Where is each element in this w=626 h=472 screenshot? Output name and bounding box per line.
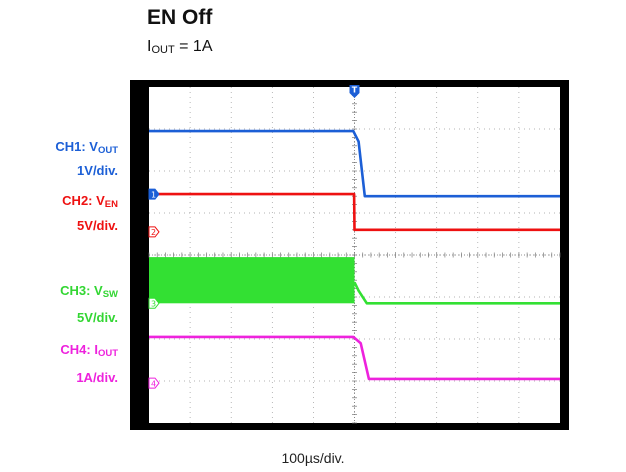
ch3-switching-band [149,257,355,303]
ch3-marker-label: 3 [151,300,156,309]
timebase-label: 100µs/div. [0,450,626,466]
ch2-marker-label: 2 [151,228,156,237]
ch4-marker-label: 4 [151,379,156,388]
trigger-marker-label: T [352,86,358,95]
ch1-marker-label: 1 [151,190,156,199]
ch3-switching-band-fill [149,257,355,303]
